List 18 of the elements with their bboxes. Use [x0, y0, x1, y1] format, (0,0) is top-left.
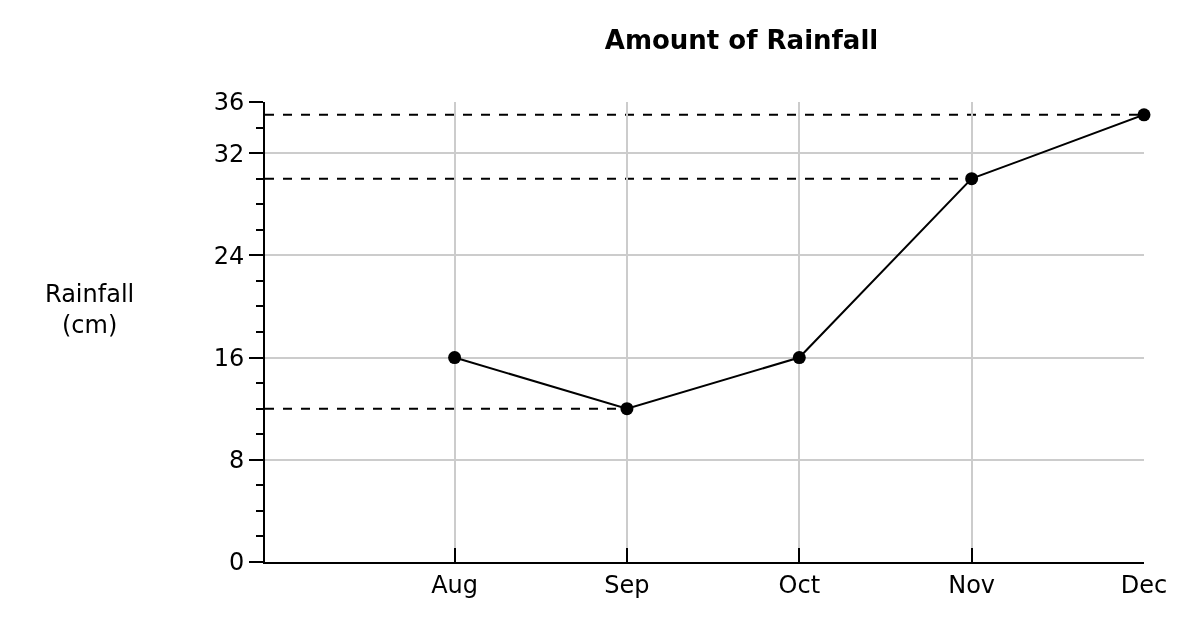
x-tick-label: Oct — [778, 570, 821, 599]
y-tick-label: 8 — [228, 446, 245, 475]
point — [1137, 108, 1151, 122]
y-tick-label: 36 — [213, 88, 245, 117]
y-tick-label: 16 — [213, 343, 245, 372]
x-tick-label: Nov — [948, 570, 996, 599]
x-tick-label: Sep — [604, 570, 650, 599]
y-tick-label: 0 — [228, 548, 245, 577]
x-tick-label: Dec — [1120, 570, 1168, 599]
x-tick-label: Aug — [431, 570, 479, 599]
point — [448, 351, 462, 365]
y-axis-title: Rainfall (cm) — [45, 280, 135, 340]
y-tick-label: 24 — [213, 241, 245, 270]
chart-title: Amount of Rainfall — [604, 25, 879, 56]
point — [792, 351, 806, 365]
point — [965, 172, 979, 186]
point — [620, 402, 634, 416]
y-tick-label: 32 — [213, 139, 245, 168]
